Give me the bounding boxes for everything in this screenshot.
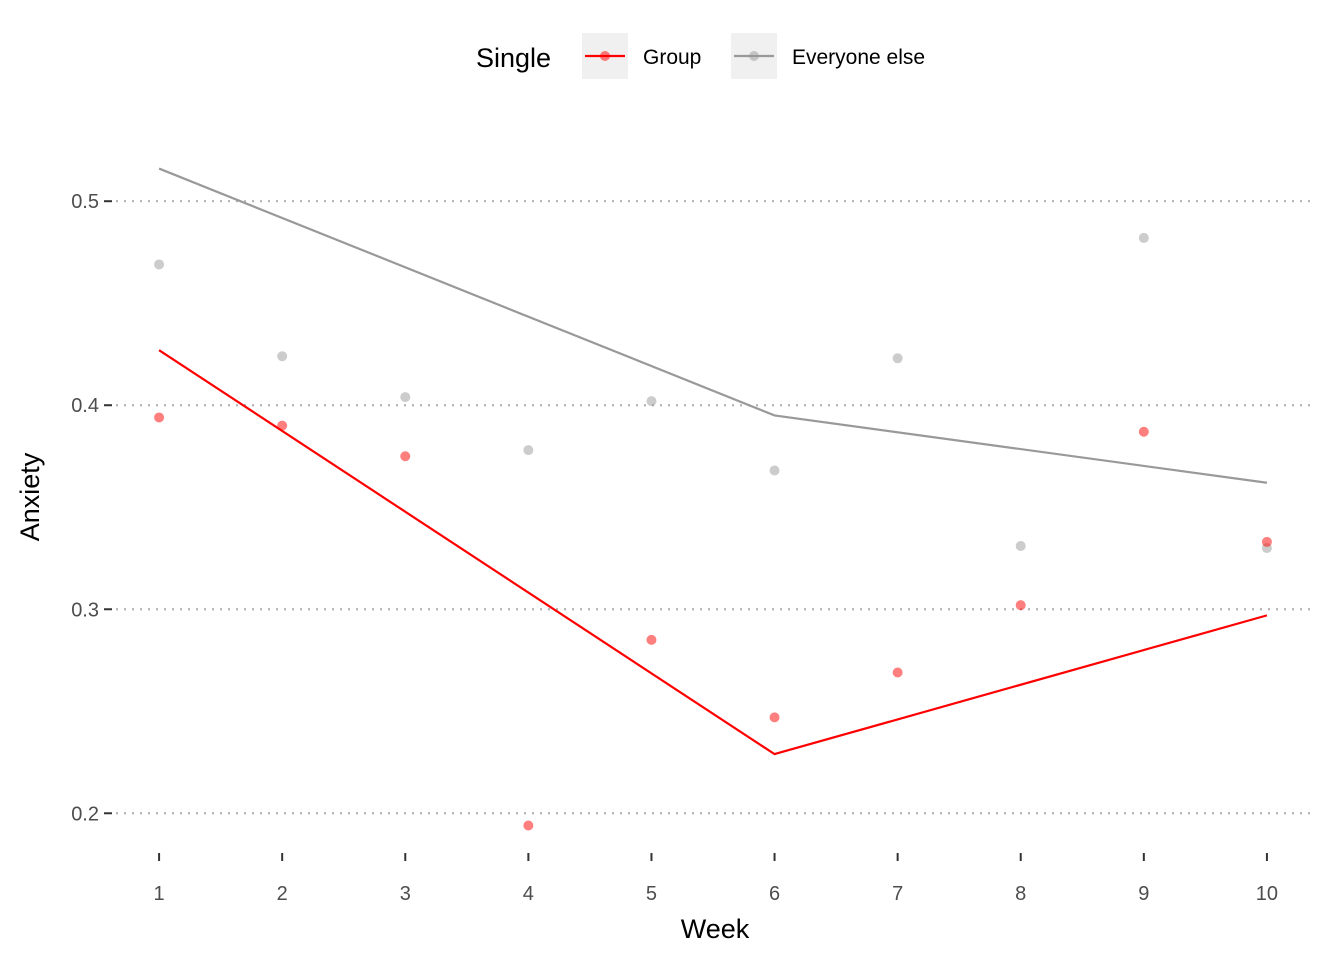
- legend-title: Single: [476, 43, 551, 73]
- x-tick-label: 8: [1015, 883, 1026, 905]
- legend-label-group: Group: [643, 46, 701, 69]
- point-group: [154, 412, 165, 423]
- x-tick-label: 10: [1256, 883, 1278, 905]
- point-group: [1138, 426, 1149, 437]
- x-tick-label: 2: [277, 883, 288, 905]
- point-everyone-else: [769, 465, 780, 476]
- point-everyone-else: [523, 445, 534, 456]
- y-axis-title: Anxiety: [15, 452, 45, 541]
- legend-label-everyone-else: Everyone else: [792, 46, 925, 69]
- series-line-group: [158, 349, 1268, 756]
- grid: [116, 200, 1310, 815]
- point-everyone-else: [646, 396, 657, 407]
- y-tick-label: 0.5: [71, 191, 99, 213]
- point-group: [769, 712, 780, 723]
- x-tick-label: 5: [646, 883, 657, 905]
- x-tick-label: 1: [154, 883, 165, 905]
- y-tick-label: 0.4: [71, 395, 99, 417]
- point-group: [1015, 600, 1026, 611]
- x-tick-label: 3: [400, 883, 411, 905]
- point-everyone-else: [400, 392, 411, 403]
- point-group: [277, 420, 288, 431]
- point-everyone-else: [154, 259, 165, 270]
- x-axis-title: Week: [681, 914, 750, 944]
- x-axis: 1 2 3 4 5 6 7 8 9 10: [154, 853, 1278, 905]
- series-points: [154, 232, 1272, 831]
- series-lines: [158, 167, 1268, 756]
- point-everyone-else: [1138, 232, 1149, 243]
- point-group: [1261, 536, 1272, 547]
- x-tick-label: 6: [769, 883, 780, 905]
- point-group: [400, 451, 411, 462]
- y-axis: 0.2 0.3 0.4 0.5: [71, 191, 112, 825]
- x-tick-label: 4: [523, 883, 534, 905]
- point-everyone-else: [892, 353, 903, 364]
- x-tick-label: 9: [1138, 883, 1149, 905]
- point-group: [646, 634, 657, 645]
- x-tick-label: 7: [892, 883, 903, 905]
- series-line-everyone-else: [158, 167, 1268, 484]
- point-group: [523, 820, 534, 831]
- y-tick-label: 0.2: [71, 803, 99, 825]
- point-group: [892, 667, 903, 678]
- point-everyone-else: [277, 351, 288, 362]
- point-everyone-else: [1015, 541, 1026, 552]
- legend-key-everyone-else-point: [749, 51, 759, 61]
- y-tick-label: 0.3: [71, 599, 99, 621]
- legend: Single Group Everyone else: [476, 33, 925, 79]
- legend-key-group-point: [600, 51, 610, 61]
